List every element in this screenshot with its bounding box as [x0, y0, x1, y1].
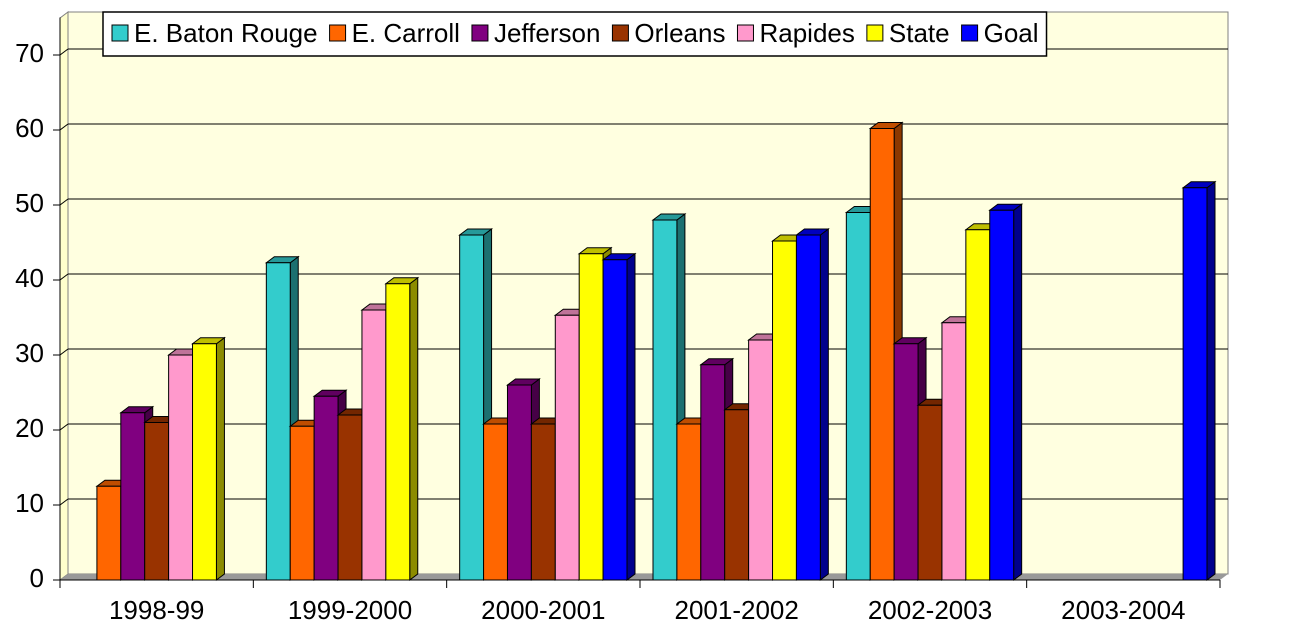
grid-line	[59, 273, 69, 281]
grid-line	[59, 423, 69, 431]
bar-front	[989, 209, 1015, 581]
bar-side	[1013, 203, 1023, 581]
bar-front	[652, 219, 678, 581]
floor	[60, 574, 1228, 580]
bar-side	[409, 276, 419, 581]
bar-front	[168, 354, 194, 581]
legend-label: E. Carroll	[352, 18, 460, 48]
x-tick-label: 2000-2001	[481, 595, 605, 625]
bar-side	[215, 336, 225, 581]
bar-front	[337, 414, 363, 581]
bar-front	[602, 259, 628, 581]
bar-front	[795, 234, 821, 581]
grid-line	[59, 348, 69, 356]
bar-front	[192, 343, 217, 581]
legend-swatch	[961, 24, 979, 42]
legend-swatch	[611, 24, 629, 42]
bar-front	[459, 234, 485, 581]
bar-front	[483, 423, 508, 581]
bar-front	[724, 409, 750, 581]
bar-front	[265, 262, 291, 581]
bar-front	[96, 485, 122, 581]
bar	[384, 276, 420, 581]
bar-front	[845, 212, 871, 581]
y-tick-label: 20	[15, 413, 44, 443]
bar-front	[554, 314, 580, 581]
y-tick-label: 60	[15, 113, 44, 143]
y-tick-label: 50	[15, 188, 44, 218]
bar	[794, 228, 830, 581]
bar-front	[965, 229, 991, 581]
bar-front	[506, 384, 532, 581]
side-wall	[59, 11, 69, 581]
bar-front	[1182, 187, 1208, 581]
legend-swatch	[471, 24, 489, 42]
x-tick-label: 1998-99	[109, 595, 204, 625]
legend-label: E. Baton Rouge	[134, 18, 318, 48]
legend-swatch	[329, 24, 347, 42]
legend-label: Goal	[984, 18, 1039, 48]
bar-front	[578, 253, 604, 581]
bar-front	[385, 283, 411, 581]
y-tick-label: 40	[15, 263, 44, 293]
legend-swatch	[111, 24, 129, 42]
bar	[988, 203, 1024, 581]
bar-front	[144, 422, 170, 581]
bar	[601, 252, 637, 581]
bar-side	[819, 228, 829, 581]
x-tick-label: 2001-2002	[674, 595, 798, 625]
grid-line	[59, 48, 69, 56]
bar-front	[676, 423, 702, 581]
legend-label: State	[889, 18, 950, 48]
bar-front	[941, 322, 967, 581]
bar-front	[530, 423, 556, 581]
y-tick-label: 0	[30, 563, 44, 593]
bar-front	[120, 412, 146, 581]
grid-line	[59, 498, 69, 506]
x-tick-label: 2003-2004	[1061, 595, 1185, 625]
x-tick-label: 1999-2000	[288, 595, 412, 625]
bar-front	[869, 128, 895, 581]
legend-label: Orleans	[634, 18, 725, 48]
y-tick-label: 30	[15, 338, 44, 368]
legend	[102, 11, 1048, 57]
bar	[191, 336, 226, 581]
back-wall	[67, 11, 1229, 575]
y-tick-label: 10	[15, 488, 44, 518]
bar-front	[772, 240, 797, 581]
bar-front	[893, 343, 919, 581]
bar-side	[1206, 180, 1216, 581]
grid-line	[59, 198, 69, 206]
x-tick-label: 2002-2003	[868, 595, 992, 625]
bar-front	[700, 364, 726, 581]
bar-front	[917, 404, 943, 581]
legend-swatch	[866, 24, 884, 42]
grid-line	[59, 123, 69, 131]
y-tick-label: 70	[15, 38, 44, 68]
bar-front	[748, 339, 774, 581]
bar-front	[313, 395, 339, 581]
legend-swatch	[736, 24, 754, 42]
bar-side	[626, 252, 636, 581]
legend-label: Rapides	[759, 18, 854, 48]
bar-front	[289, 425, 315, 581]
legend-label: Jefferson	[494, 18, 600, 48]
bar-front	[361, 309, 387, 581]
bar	[1181, 180, 1217, 581]
